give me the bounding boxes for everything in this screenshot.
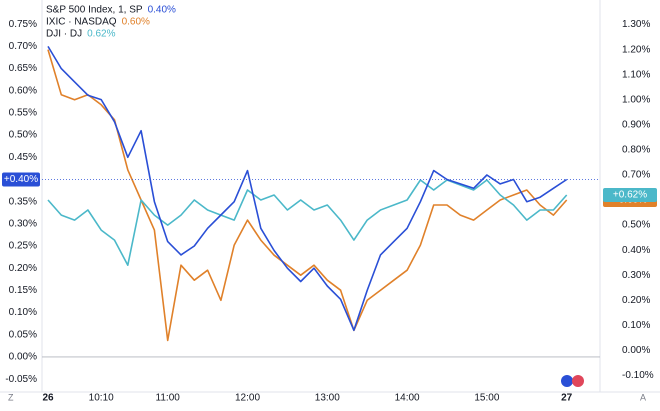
y-tick-label: 0.65% [9,63,37,74]
y2-tick-label: -0.10% [622,370,654,381]
y2-tick-label: 1.30% [622,19,650,30]
y-tick-label: 0.50% [9,130,37,141]
y2-tick-label: 0.10% [622,320,650,331]
y-tick-label: 0.45% [9,152,37,163]
x-tick-label: 14:00 [395,393,420,404]
y2-tick-label: 0.00% [622,345,650,356]
y2-tick-label: 1.00% [622,94,650,105]
x-tick-label: 12:00 [235,393,260,404]
y-tick-label: -0.05% [5,374,37,385]
event-icon[interactable] [561,375,573,387]
x-tick-label: 13:00 [315,393,340,404]
legend-value: 0.62% [87,29,115,40]
legend-name: DJI · DJ [46,29,82,40]
y-tick-label: 0.10% [9,307,37,318]
legend-value: 0.40% [148,5,176,16]
legend-name: S&P 500 Index, 1, SP [46,5,143,16]
y2-tick-label: 0.80% [622,145,650,156]
y-tick-label: 0.20% [9,263,37,274]
x-tick-label: 27 [561,393,573,404]
y2-tick-label: 0.90% [622,119,650,130]
price-badge: +0.62% [613,190,647,201]
y2-tick-label: 0.50% [622,220,650,231]
y-tick-label: 0.25% [9,241,37,252]
x-tick-label: 26 [42,393,54,404]
y2-tick-label: 0.70% [622,170,650,181]
series-line [47,179,568,266]
y-tick-label: 0.35% [9,196,37,207]
y-tick-label: 0.15% [9,285,37,296]
x-tick-label: 11:00 [156,393,181,404]
scale-button[interactable]: Z [8,392,14,402]
y2-tick-label: 0.20% [622,295,650,306]
x-tick-label: 15:00 [474,393,499,404]
y-tick-label: 0.30% [9,218,37,229]
y-tick-label: 0.60% [9,85,37,96]
event-icon[interactable] [572,375,584,387]
y2-tick-label: 1.10% [622,69,650,80]
x-tick-label: 10:10 [89,393,114,404]
y-tick-label: 0.70% [9,41,37,52]
y-tick-label: 0.55% [9,108,37,119]
y-tick-label: 0.75% [9,19,37,30]
series-line [47,49,568,342]
badge-bg [603,188,657,202]
price-badge: +0.40% [4,174,38,185]
auto-scale-button[interactable]: A [640,392,646,402]
badge-bg [2,172,40,187]
series-line [47,45,568,332]
y2-tick-label: 0.40% [622,245,650,256]
legend-name: IXIC · NASDAQ [46,17,117,28]
y-tick-label: 0.00% [9,352,37,363]
y2-tick-label: 0.30% [622,270,650,281]
y-tick-label: 0.05% [9,329,37,340]
y2-tick-label: 1.20% [622,44,650,55]
legend-value: 0.60% [122,17,150,28]
